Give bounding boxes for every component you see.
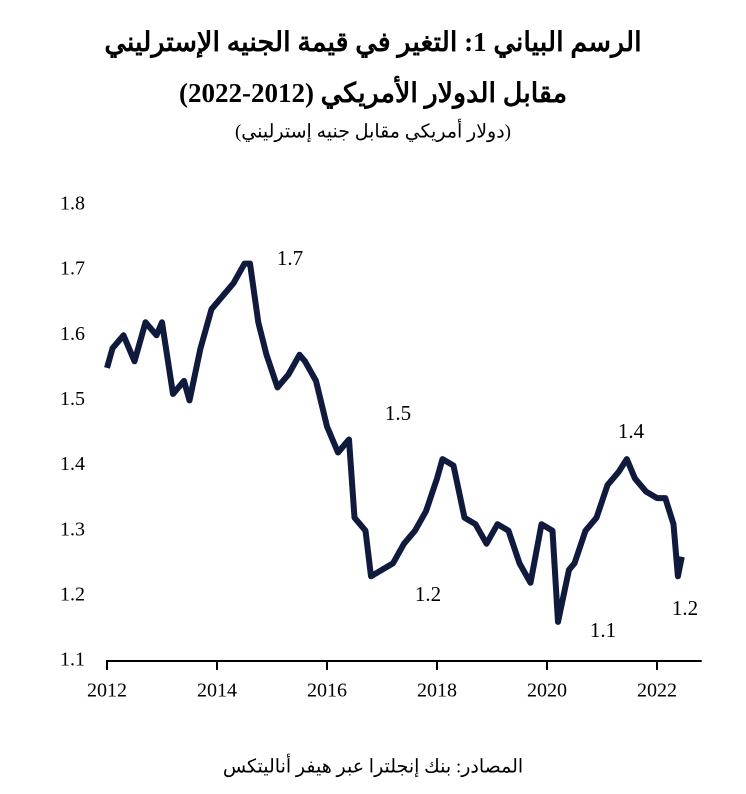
chart-subtitle: (دولار أمريكي مقابل جنيه إسترليني) <box>235 117 511 142</box>
y-tick-label: 1.2 <box>60 583 85 605</box>
source: المصادر: بنك إنجلترا عبر هيفر أناليتكس <box>223 752 523 777</box>
line <box>104 260 685 625</box>
annotation: 1.2 <box>672 596 698 620</box>
y-tick-label: 1.7 <box>60 258 85 280</box>
y-tick-label: 1.3 <box>60 518 85 540</box>
chart-title: مقابل الدولار الأمريكي (2012-2022) <box>179 76 567 110</box>
annotation: 1.5 <box>385 401 411 425</box>
annotation: 1.1 <box>590 618 616 642</box>
annotation: 1.7 <box>277 246 303 270</box>
y-tick-label: 1.6 <box>60 323 85 345</box>
x-tick-label: 2018 <box>417 680 457 702</box>
x-tick-label: 2014 <box>197 680 237 702</box>
x-tick-label: 2020 <box>527 680 567 702</box>
annotation: 1.4 <box>618 419 645 443</box>
x-tick-label: 2022 <box>637 680 677 702</box>
chart-title: الرسم البياني 1: التغير في قيمة الجنيه ا… <box>104 27 641 59</box>
x-tick-label: 2016 <box>307 680 347 702</box>
y-tick-label: 1.4 <box>60 453 85 475</box>
y-tick-label: 1.8 <box>60 193 85 215</box>
x-tick-label: 2012 <box>87 680 127 702</box>
y-tick-label: 1.5 <box>60 388 85 410</box>
y-tick-label: 1.1 <box>60 649 85 671</box>
annotation: 1.2 <box>415 582 441 606</box>
